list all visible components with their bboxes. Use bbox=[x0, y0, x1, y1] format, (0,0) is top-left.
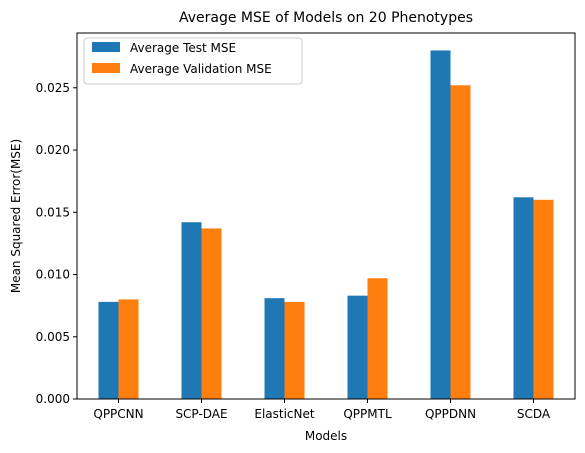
y-tick-label: 0.025 bbox=[36, 81, 70, 95]
bar-qppcnn-test bbox=[98, 301, 119, 399]
y-tick-label: 0.015 bbox=[36, 205, 70, 219]
legend-label: Average Validation MSE bbox=[130, 62, 272, 76]
x-tick-label: SCDA bbox=[517, 407, 551, 421]
x-tick-label: ElasticNet bbox=[254, 407, 315, 421]
y-axis-ticks: 0.000 0.005 0.010 0.015 0.020 0.025 bbox=[36, 81, 77, 406]
bar-qppdnn-test bbox=[430, 50, 451, 400]
bar-qppmtl-validation bbox=[367, 278, 388, 399]
chart-title: Average MSE of Models on 20 Phenotypes bbox=[179, 10, 473, 26]
bars-layer bbox=[98, 50, 554, 400]
x-tick-label: QPPCNN bbox=[93, 407, 143, 421]
y-tick-label: 0.010 bbox=[36, 268, 70, 282]
bar-qppcnn-validation bbox=[118, 299, 139, 399]
bar-scda-test bbox=[513, 197, 534, 399]
bar-scp-dae-test bbox=[181, 222, 202, 399]
x-axis-label: Models bbox=[305, 429, 347, 443]
legend-swatch bbox=[92, 42, 120, 52]
y-tick-label: 0.005 bbox=[36, 330, 70, 344]
y-tick-label: 0.020 bbox=[36, 143, 70, 157]
bar-scda-validation bbox=[533, 199, 554, 399]
x-tick-label: QPPMTL bbox=[343, 407, 392, 421]
bar-elasticnet-test bbox=[264, 298, 285, 399]
bar-scp-dae-validation bbox=[201, 228, 222, 399]
legend: Average Test MSE Average Validation MSE bbox=[83, 37, 303, 85]
legend-box bbox=[83, 37, 303, 85]
y-axis-label: Mean Squared Error(MSE) bbox=[9, 139, 23, 293]
bar-qppdnn-validation bbox=[450, 85, 471, 400]
x-axis-ticks: QPPCNN SCP-DAE ElasticNet QPPMTL QPPDNN SCDA bbox=[93, 399, 551, 421]
legend-swatch bbox=[92, 63, 120, 73]
y-tick-label: 0.000 bbox=[36, 392, 70, 406]
bar-qppmtl-test bbox=[347, 295, 368, 399]
x-tick-label: SCP-DAE bbox=[175, 407, 227, 421]
plot-frame bbox=[76, 32, 576, 400]
legend-label: Average Test MSE bbox=[130, 41, 236, 55]
bar-elasticnet-validation bbox=[284, 301, 305, 399]
x-tick-label: QPPDNN bbox=[425, 407, 476, 421]
